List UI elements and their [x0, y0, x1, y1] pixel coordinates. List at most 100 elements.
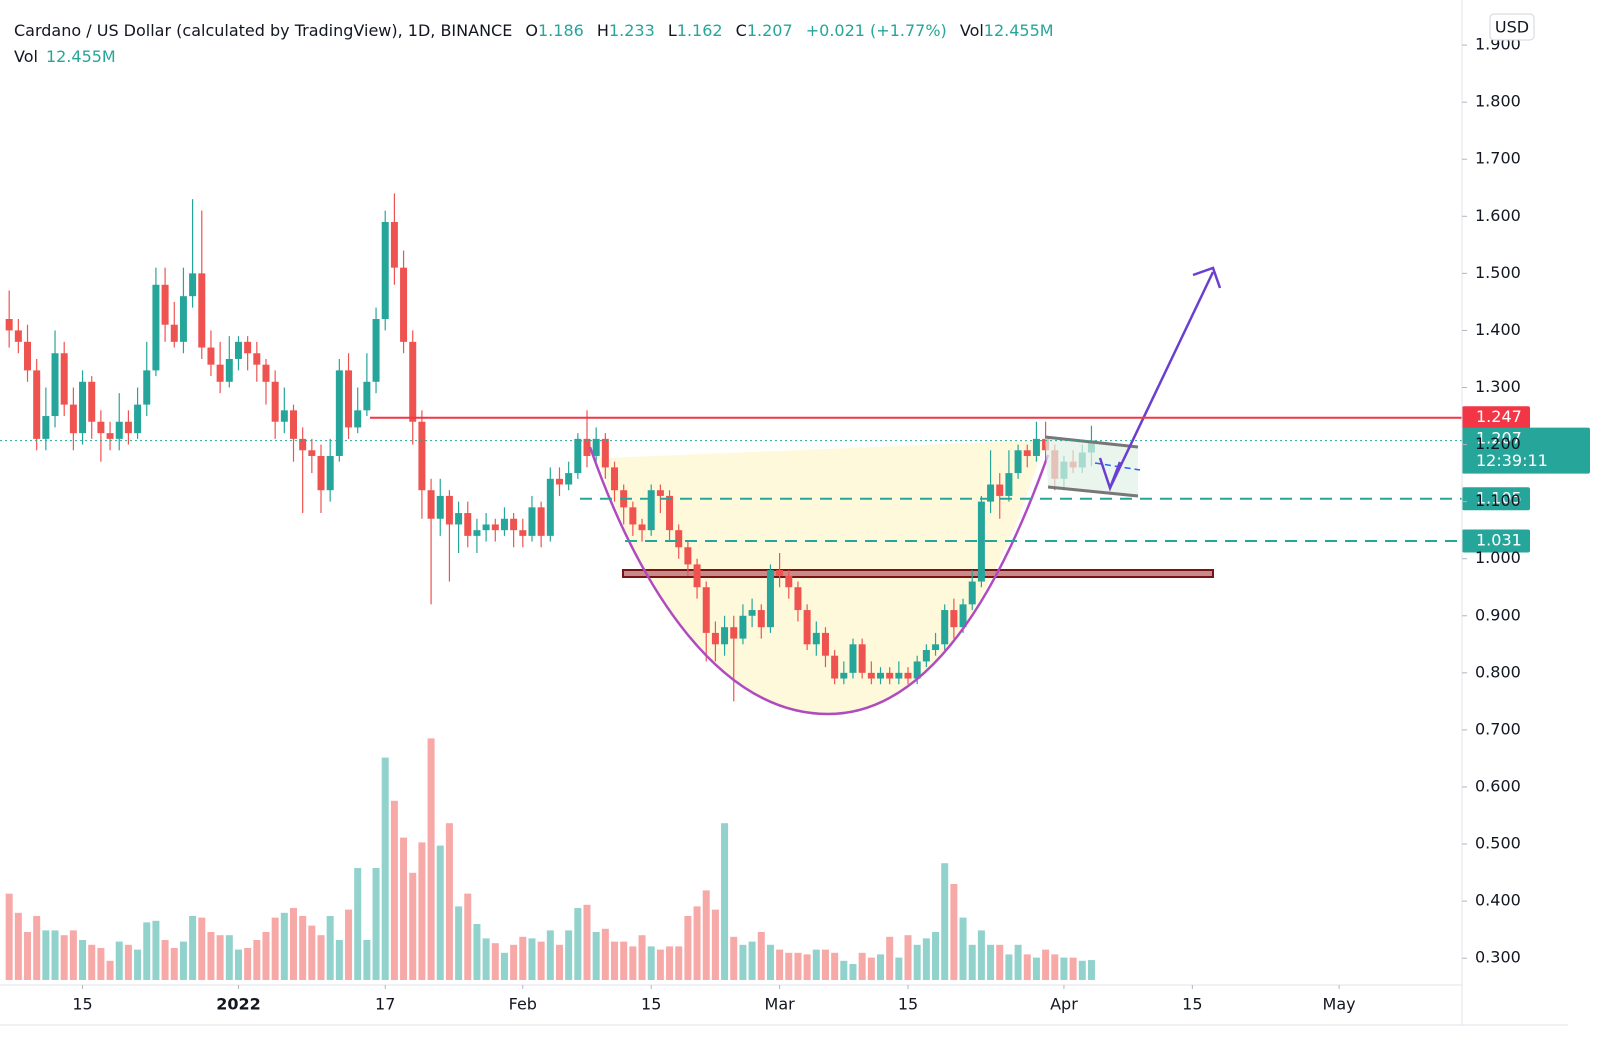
volume-bar: [803, 954, 811, 980]
candle-body: [33, 370, 41, 439]
candle-body: [253, 353, 261, 365]
volume-bar: [363, 940, 371, 980]
y-tick-label: 0.600: [1475, 776, 1521, 795]
y-tick-label: 0.400: [1475, 891, 1521, 910]
price-label-box: [1462, 427, 1590, 474]
volume-bar: [409, 872, 417, 980]
volume-bar: [913, 944, 921, 980]
x-tick-label: May: [1323, 995, 1356, 1014]
candle-body: [354, 410, 362, 428]
price-label-box: [1462, 406, 1530, 430]
candle-body: [115, 421, 123, 439]
candle-body: [675, 530, 683, 548]
candle-body: [821, 632, 829, 656]
candle-body: [840, 672, 848, 679]
ohlc-label: H: [597, 21, 609, 40]
ohlc-label: O: [525, 21, 538, 40]
candle-body: [858, 644, 866, 673]
currency[interactable]: USD: [1495, 18, 1529, 37]
volume-bar: [821, 949, 829, 980]
x-tick-label: 17: [375, 995, 395, 1014]
candle-body: [207, 347, 215, 365]
legend-header: Cardano / US Dollar (calculated by Tradi…: [14, 21, 1054, 40]
candle-body: [198, 273, 206, 348]
candle-body: [482, 524, 490, 531]
volume-bar: [1069, 957, 1077, 980]
vol-value: 12.455M: [46, 47, 116, 66]
candle-body: [565, 473, 573, 485]
volume-bar: [115, 941, 123, 980]
candle-body: [60, 353, 68, 405]
volume-bar: [482, 938, 490, 980]
volume-bar: [666, 946, 674, 980]
ohlc-value: 1.207: [747, 21, 793, 40]
candle-body: [491, 524, 499, 531]
candle-body: [363, 381, 371, 411]
volume-bar: [546, 930, 554, 980]
flag-fill: [1045, 437, 1138, 496]
candle-body: [766, 570, 774, 628]
volume-bar: [500, 952, 508, 980]
volume-legend: Vol 12.455M: [14, 47, 116, 66]
volume-bar: [400, 837, 408, 980]
candle-body: [418, 421, 426, 491]
candle-body: [711, 632, 719, 645]
candle-body: [445, 495, 453, 525]
candle-body: [987, 484, 995, 502]
candle-body: [134, 404, 142, 434]
price-label: 1.031: [1476, 531, 1522, 550]
volume-bar: [1014, 944, 1022, 980]
volume-bar: [996, 944, 1004, 980]
volume-bar: [445, 823, 453, 980]
volume-bar: [849, 964, 857, 980]
candle-body: [592, 438, 600, 456]
candle-body: [161, 284, 169, 325]
volume-bar: [941, 863, 949, 980]
volume-bar: [262, 932, 270, 980]
symbol-title: Cardano / US Dollar (calculated by Tradi…: [14, 21, 512, 40]
volume-bar: [977, 930, 985, 980]
volume-bar: [5, 893, 13, 980]
volume-bar: [601, 928, 609, 980]
candle-body: [152, 284, 160, 371]
volume-bar: [721, 823, 729, 980]
volume-bar: [922, 938, 930, 980]
level-layer: 1.247 1.207 12:39:11 1.105 1.031: [0, 406, 1590, 553]
candle-body: [904, 672, 912, 679]
volume-bar: [766, 944, 774, 980]
volume-bar: [179, 941, 187, 980]
candle-body: [24, 341, 32, 371]
volume-bar: [785, 952, 793, 980]
candle-body: [1005, 473, 1013, 496]
volume-bar: [574, 908, 582, 980]
volume-bar: [1032, 957, 1040, 980]
volume-bar: [42, 930, 50, 980]
candle-body: [170, 324, 178, 342]
candle-body: [51, 353, 59, 417]
x-tick-label: 15: [898, 995, 918, 1014]
volume-bar: [436, 845, 444, 980]
volume-bar: [867, 957, 875, 980]
volume-bar: [711, 909, 719, 980]
candle-body: [574, 438, 582, 474]
volume-bar: [730, 936, 738, 980]
volume-bar: [308, 925, 316, 980]
volume-bar: [88, 944, 96, 980]
candle-body: [546, 478, 554, 536]
volume-bar: [317, 935, 325, 980]
ohlc-label: C: [736, 21, 747, 40]
candle-body: [14, 330, 22, 342]
volume-bar: [106, 960, 114, 980]
candle-body: [611, 467, 619, 491]
candle-body: [785, 575, 793, 588]
volume-bar: [684, 916, 692, 980]
candle-body: [1032, 438, 1040, 456]
currency-badge[interactable]: [1489, 13, 1535, 41]
candle-body: [968, 581, 976, 605]
volume-bar: [519, 936, 527, 980]
volume-bar: [528, 938, 536, 980]
ohlc-value: 1.186: [538, 21, 584, 40]
volume-bar: [1051, 954, 1059, 980]
volume-bar: [510, 944, 518, 980]
